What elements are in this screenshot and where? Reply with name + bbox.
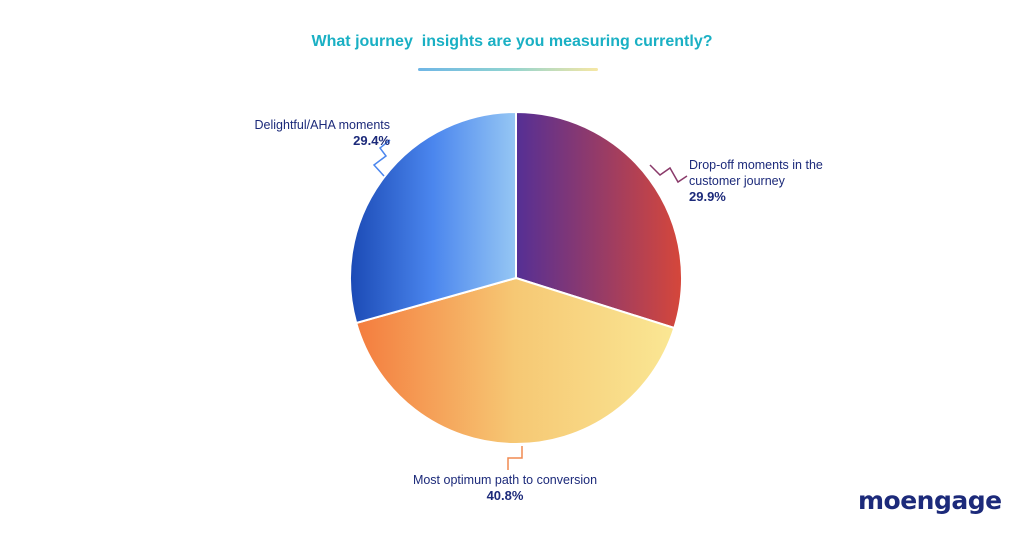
slice-name: Drop-off moments in the customer journey (689, 158, 823, 188)
slice-percent: 29.9% (689, 189, 726, 204)
slice-label-optimum-path: Most optimum path to conversion 40.8% (380, 472, 630, 504)
slice-percent: 29.4% (353, 133, 390, 148)
slice-label-dropoff: Drop-off moments in the customer journey… (689, 157, 879, 205)
leader-line-delight (372, 139, 391, 177)
moengage-logo: moengage (858, 486, 1002, 515)
slice-name: Most optimum path to conversion (412, 473, 598, 487)
pie-slice-dropoff (515, 110, 683, 330)
slice-name: Delightful/AHA moments (254, 118, 390, 132)
slice-percent: 40.8% (486, 488, 524, 503)
pie-slice-optimum-path (354, 276, 676, 445)
chart-title: What journey insights are you measuring … (311, 33, 713, 50)
leader-line-optimum (507, 446, 523, 470)
leader-line-dropoff (649, 164, 688, 184)
slice-label-delightful: Delightful/AHA moments 29.4% (200, 117, 390, 149)
pie-slice-delightful (349, 110, 517, 325)
title-underline (418, 68, 598, 71)
